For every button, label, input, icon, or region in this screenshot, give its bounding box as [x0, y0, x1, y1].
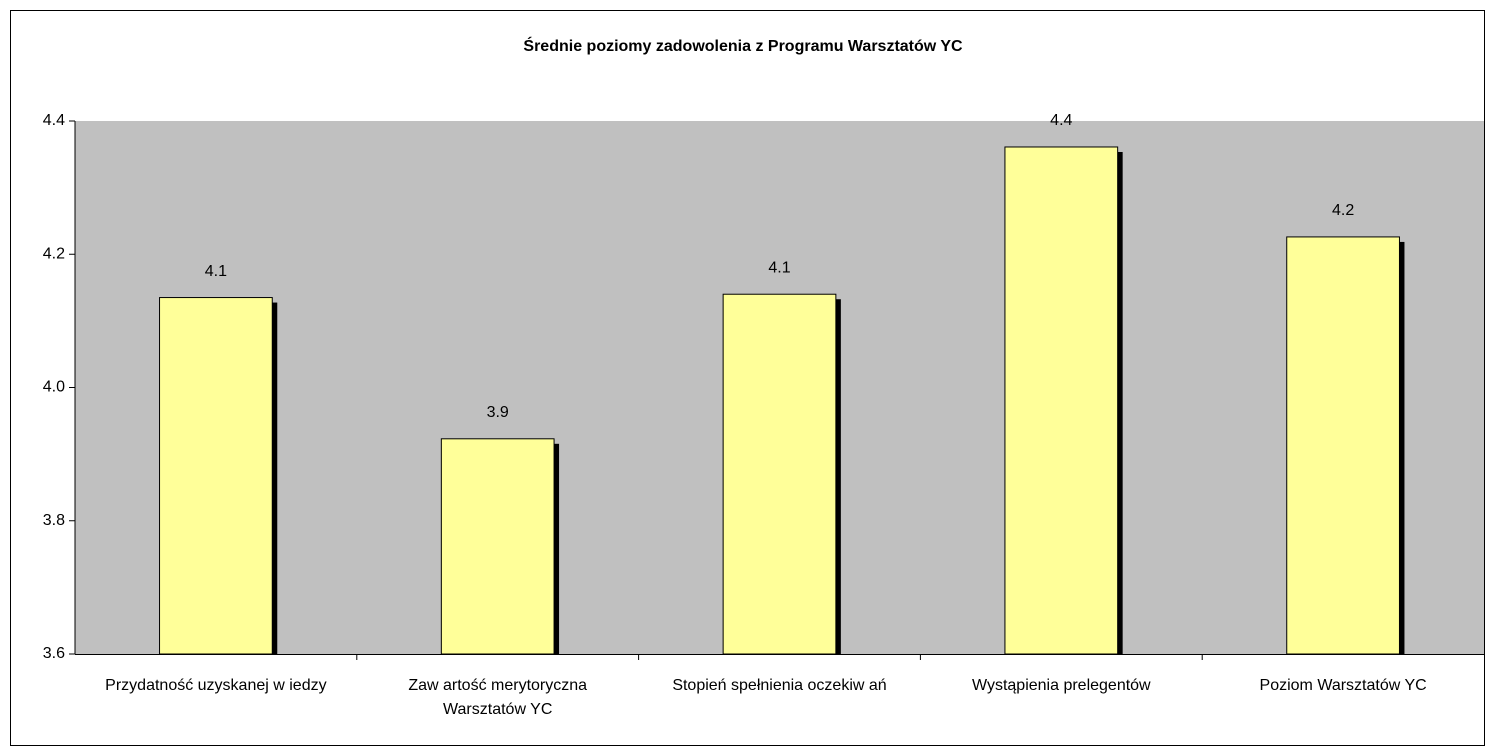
y-tick-label: 4.0 — [43, 379, 65, 396]
value-label: 4.1 — [205, 263, 227, 280]
y-tick-label: 3.6 — [43, 645, 65, 662]
value-label: 4.2 — [1332, 202, 1354, 219]
bar — [1286, 236, 1400, 655]
y-tick-label: 4.2 — [43, 245, 65, 262]
chart-title: Średnie poziomy zadowolenia z Programu W… — [523, 36, 963, 55]
y-tick-label: 4.4 — [43, 112, 65, 129]
y-tick-label: 3.8 — [43, 512, 65, 529]
x-tick-label: Poziom Warsztatów YC — [1260, 677, 1427, 694]
bar — [440, 438, 555, 655]
value-label: 3.9 — [487, 404, 509, 421]
bar — [722, 293, 837, 655]
x-tick-label: Przydatność uzyskanej w iedzy — [105, 677, 326, 694]
x-tick-label: Stopień spełnienia oczekiw ań — [672, 677, 886, 694]
value-label: 4.4 — [1050, 112, 1072, 129]
x-tick-label: Zaw artość merytoryczna Warsztatów YC — [408, 677, 587, 718]
bar — [159, 297, 273, 655]
value-label: 4.1 — [768, 259, 790, 276]
bar — [1004, 146, 1119, 655]
x-tick-label: Wystąpienia prelegentów — [972, 677, 1151, 694]
